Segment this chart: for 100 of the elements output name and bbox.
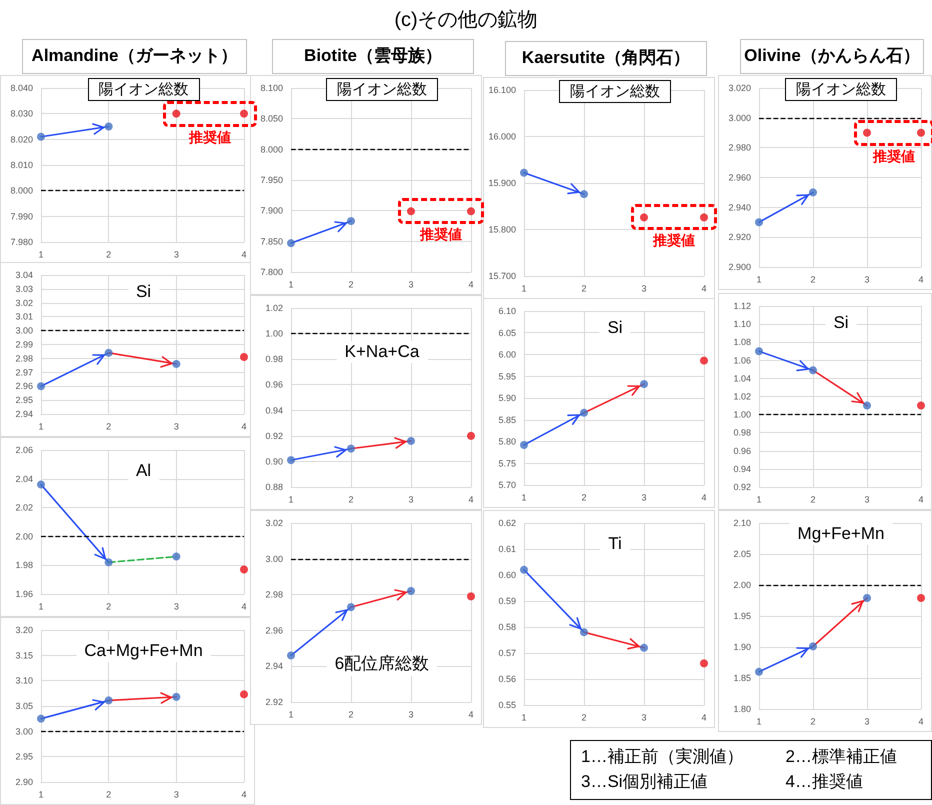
y-tick-label: 8.040 [10,83,33,93]
annotation: 推奨値 [420,226,462,244]
text: Ti [600,533,630,555]
x-tick-label: 1 [756,494,762,504]
point [467,592,475,600]
y-tick-label: 5.80 [498,436,516,446]
point [700,659,708,668]
y-tick-label: 0.57 [498,648,516,658]
x-tick-label: 4 [241,790,247,800]
x-tick-label: 2 [810,494,816,504]
y-tick-label: 8.100 [260,83,283,93]
y-tick-label: 3.020 [728,83,751,93]
chart-title: Mg+Fe+Mn [790,523,892,545]
point [863,594,871,602]
point [172,360,180,368]
point [640,380,648,388]
x-tick-label: 2 [348,280,354,290]
x-tick-label: 1 [38,422,44,432]
x-tick-label: 1 [756,274,762,284]
y-tick-label: 1.00 [733,410,751,420]
x-tick-label: 3 [408,280,414,290]
x-tick-label: 4 [468,280,474,290]
x-tick-label: 1 [288,710,294,720]
x-tick-label: 3 [174,602,179,612]
text: (c)その他の鉱物 [393,8,539,33]
point [520,440,528,449]
y-tick-label: 0.59 [498,596,516,606]
y-tick-label: 2.98 [15,353,33,364]
y-tick-label: 2.92 [265,697,283,707]
point [172,692,180,701]
point [863,128,871,137]
x-tick-label: 1 [38,250,44,260]
y-tick-label: 0.58 [498,622,516,632]
point [37,382,45,390]
y-tick-label: 8.020 [10,134,33,144]
point [240,566,248,574]
y-tick-label: 3.03 [15,284,33,294]
x-tick-label: 4 [918,716,924,726]
y-tick-label: 3.00 [15,326,33,336]
y-tick-label: 0.56 [498,674,516,684]
x-tick-label: 3 [641,284,647,294]
x-tick-label: 2 [106,602,112,612]
x-tick-label: 3 [174,250,179,260]
point [104,696,113,704]
x-tick-label: 4 [918,274,924,284]
point [755,668,763,676]
point [407,207,415,216]
chart-title: Si [599,317,631,339]
y-tick-label: 0.92 [733,482,751,492]
y-tick-label: 2.96 [265,625,283,636]
chart-title: 陽イオン総数 [326,78,438,101]
y-tick-label: 1.04 [733,373,751,384]
y-tick-label: 8.000 [10,186,33,196]
y-tick-label: 3.10 [15,676,33,686]
y-tick-label: 2.900 [728,262,751,272]
point [347,217,355,226]
chart-subtitle: Kaersutite（角閃石） [505,41,707,76]
y-tick-label: 3.00 [265,554,283,564]
y-tick-label: 0.61 [498,544,516,554]
point [37,480,45,489]
y-tick-label: 5.75 [498,458,516,468]
x-tick-label: 2 [348,710,354,720]
y-tick-label: 1.96 [15,589,33,599]
text: Al [128,460,160,482]
y-tick-label: 0.90 [265,456,283,466]
point [287,651,295,660]
x-tick-label: 2 [348,494,354,504]
y-tick-label: 2.94 [265,661,283,672]
chart-title: 陽イオン総数 [559,80,671,103]
chart-title: Si [825,312,857,334]
chart-title: Si [128,281,160,303]
point [407,587,415,596]
y-tick-label: 15.700 [488,271,516,281]
point [240,353,248,362]
y-tick-label: 0.94 [733,464,751,474]
x-tick-label: 2 [810,716,816,726]
point [240,110,248,118]
y-tick-label: 5.85 [498,414,516,425]
y-tick-label: 15.800 [488,224,516,234]
y-tick-label: 2.980 [728,142,751,153]
chart-title: 陽イオン総数 [88,78,200,101]
y-tick-label: 3.02 [265,518,283,528]
y-tick-label: 7.850 [260,236,283,246]
point [37,132,45,141]
y-tick-label: 2.00 [733,580,751,590]
y-tick-label: 1.02 [733,392,751,402]
point [172,552,180,561]
y-tick-label: 3.04 [15,270,33,280]
y-tick-label: 1.95 [733,611,751,621]
y-tick-label: 2.920 [728,232,751,242]
y-tick-label: 3.00 [15,726,33,736]
y-tick-label: 2.94 [15,409,33,419]
y-tick-label: 6.00 [498,350,516,360]
x-tick-label: 1 [756,716,762,726]
y-tick-label: 1.98 [15,560,33,570]
y-tick-label: 2.95 [15,395,33,406]
point [755,218,763,226]
y-tick-label: 1.12 [733,301,751,311]
x-tick-label: 1 [521,712,527,722]
x-tick-label: 3 [174,422,179,432]
